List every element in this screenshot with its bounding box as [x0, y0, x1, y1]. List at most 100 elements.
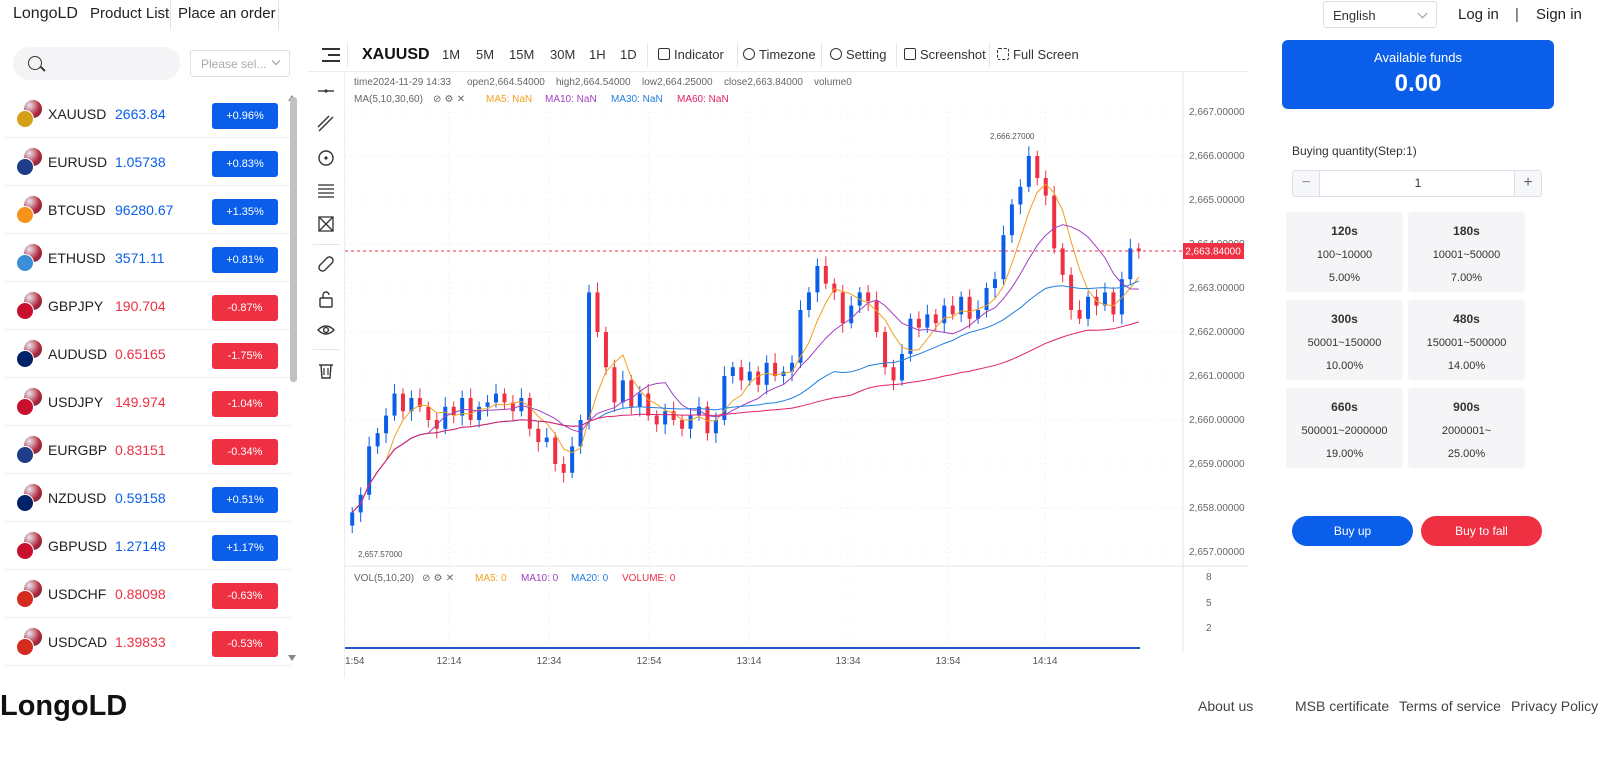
time-tick-label: 13:54 [935, 656, 960, 667]
indicator-button[interactable]: Indicator [658, 47, 724, 62]
vol-visibility-icon[interactable]: ⊘ ⚙ ✕ [422, 573, 454, 584]
time-tick-label: 1:54 [345, 656, 365, 667]
symbol-price: 0.59158 [115, 490, 166, 506]
candle-body [620, 380, 625, 403]
circle-tool-icon[interactable] [317, 149, 335, 167]
duration-card[interactable]: 120s 100~10000 5.00% [1286, 212, 1403, 292]
footer-about-link[interactable]: About us [1198, 698, 1254, 714]
quantity-decrease-button[interactable]: − [1293, 171, 1320, 196]
shape-tool-icon[interactable] [317, 215, 335, 233]
price-chart[interactable]: 2,667.000002,666.000002,665.000002,664.0… [345, 72, 1249, 678]
symbol-row[interactable]: GBPJPY 190.704 -0.87% [5, 282, 291, 330]
price-tick-label: 2,657.00000 [1189, 547, 1245, 558]
vol-volume: VOLUME: 0 [622, 573, 676, 584]
symbol-row[interactable]: BTCUSD 96280.67 +1.35% [5, 186, 291, 234]
period-1d[interactable]: 1D [620, 47, 637, 62]
quantity-increase-button[interactable]: + [1514, 171, 1541, 196]
candle-body [696, 406, 701, 416]
signin-link[interactable]: Sign in [1536, 6, 1582, 23]
ma60-value: MA60: NaN [677, 94, 729, 105]
category-select[interactable]: Please sel... [190, 50, 290, 77]
currency-flag-icon [16, 244, 44, 272]
change-badge: -1.04% [212, 391, 278, 417]
symbol-price: 2663.84 [115, 106, 166, 122]
symbol-row[interactable]: NZDUSD 0.59158 +0.51% [5, 474, 291, 522]
trash-icon[interactable] [317, 361, 335, 379]
symbol-row[interactable]: EURGBP 0.83151 -0.34% [5, 426, 291, 474]
duration-card[interactable]: 660s 500001~2000000 19.00% [1286, 388, 1403, 468]
timezone-button[interactable]: Timezone [743, 47, 816, 62]
symbol-row[interactable]: XAUUSD 2663.84 +0.96% [5, 90, 291, 138]
duration-card[interactable]: 480s 150001~500000 14.00% [1408, 300, 1525, 380]
nav-place-order[interactable]: Place an order [178, 5, 276, 22]
funds-value: 0.00 [1394, 70, 1442, 97]
quantity-input[interactable]: 1 [1414, 176, 1422, 190]
brand-logo[interactable]: LongoLD [13, 5, 78, 22]
duration-card[interactable]: 300s 50001~150000 10.00% [1286, 300, 1403, 380]
buy-up-button[interactable]: Buy up [1292, 516, 1413, 546]
chart-grid [345, 72, 1184, 652]
nav-product-list[interactable]: Product List [90, 5, 170, 22]
period-1h[interactable]: 1H [589, 47, 606, 62]
symbol-row[interactable]: GBPUSD 1.27148 +1.17% [5, 522, 291, 570]
duration-card[interactable]: 900s 2000001~ 25.00% [1408, 388, 1525, 468]
horizontal-line-icon[interactable] [317, 82, 335, 100]
buy-fall-button[interactable]: Buy to fall [1421, 516, 1542, 546]
ray-line-icon[interactable] [317, 115, 335, 133]
period-5m[interactable]: 5M [476, 47, 495, 62]
setting-button[interactable]: Setting [830, 47, 886, 62]
duration-range: 10001~50000 [1432, 249, 1501, 261]
symbol-row[interactable]: ETHUSD 3571.11 +0.81% [5, 234, 291, 282]
candle-body [1009, 204, 1014, 236]
symbol-row[interactable]: EURUSD 1.05738 +0.83% [5, 138, 291, 186]
footer-msb-link[interactable]: MSB certificate [1295, 698, 1390, 714]
eye-icon[interactable] [317, 321, 335, 339]
candle-body [663, 411, 668, 425]
chart-panel: XAUUSD 1M 5M 15M 30M 1H 1D Indicator Tim… [307, 38, 1249, 678]
scroll-down-arrow[interactable] [288, 655, 296, 661]
period-15m[interactable]: 15M [509, 47, 535, 62]
ma-visibility-icon[interactable]: ⊘ ⚙ ✕ [433, 94, 465, 105]
period-30m[interactable]: 30M [550, 47, 576, 62]
vol-ma10: MA10: 0 [521, 573, 559, 584]
fullscreen-button[interactable]: Full Screen [997, 47, 1079, 62]
duration-rate: 19.00% [1325, 448, 1364, 460]
symbol-name: EURUSD [48, 154, 108, 170]
period-1m[interactable]: 1M [442, 47, 461, 62]
candle-body [832, 283, 837, 293]
candlestick-series [350, 146, 1141, 534]
candle-body [722, 376, 727, 420]
candle-body [967, 296, 972, 319]
fibonacci-icon[interactable] [317, 182, 335, 200]
symbol-price: 1.39833 [115, 634, 166, 650]
duration-time: 480s [1453, 312, 1480, 326]
footer-privacy-link[interactable]: Privacy Policy [1511, 698, 1599, 714]
language-select[interactable]: English [1323, 1, 1437, 28]
candle-body [705, 406, 710, 434]
magnet-icon[interactable] [317, 255, 335, 273]
current-price-tag [1183, 243, 1244, 260]
footer-terms-link[interactable]: Terms of service [1399, 698, 1501, 714]
ma-lines [351, 183, 1140, 513]
candle-body [806, 292, 811, 310]
search-input[interactable] [13, 47, 180, 80]
symbol-row[interactable]: AUDUSD 0.65165 -1.75% [5, 330, 291, 378]
login-link[interactable]: Log in [1458, 6, 1499, 23]
language-value: English [1333, 8, 1376, 23]
symbol-price: 0.88098 [115, 586, 166, 602]
time-tick-label: 14:14 [1032, 656, 1057, 667]
duration-rate: 5.00% [1328, 272, 1361, 284]
chart-toolbar: XAUUSD 1M 5M 15M 30M 1H 1D Indicator Tim… [307, 38, 1249, 72]
unlock-icon[interactable] [317, 290, 335, 308]
symbol-row[interactable]: USDCHF 0.88098 -0.63% [5, 570, 291, 618]
symbol-row[interactable]: USDCAD 1.39833 -0.53% [5, 618, 291, 666]
menu-icon[interactable] [322, 47, 340, 63]
symbol-list: XAUUSD 2663.84 +0.96% EURUSD 1.05738 +0.83% BT… [5, 90, 291, 666]
symbol-row[interactable]: USDJPY 149.974 -1.04% [5, 378, 291, 426]
duration-card[interactable]: 180s 10001~50000 7.00% [1408, 212, 1525, 292]
ma30-value: MA30: NaN [611, 94, 663, 105]
screenshot-button[interactable]: Screenshot [904, 47, 986, 62]
category-placeholder: Please sel... [201, 57, 267, 71]
scrollbar-thumb[interactable] [290, 97, 297, 382]
candle-body [1018, 186, 1023, 205]
